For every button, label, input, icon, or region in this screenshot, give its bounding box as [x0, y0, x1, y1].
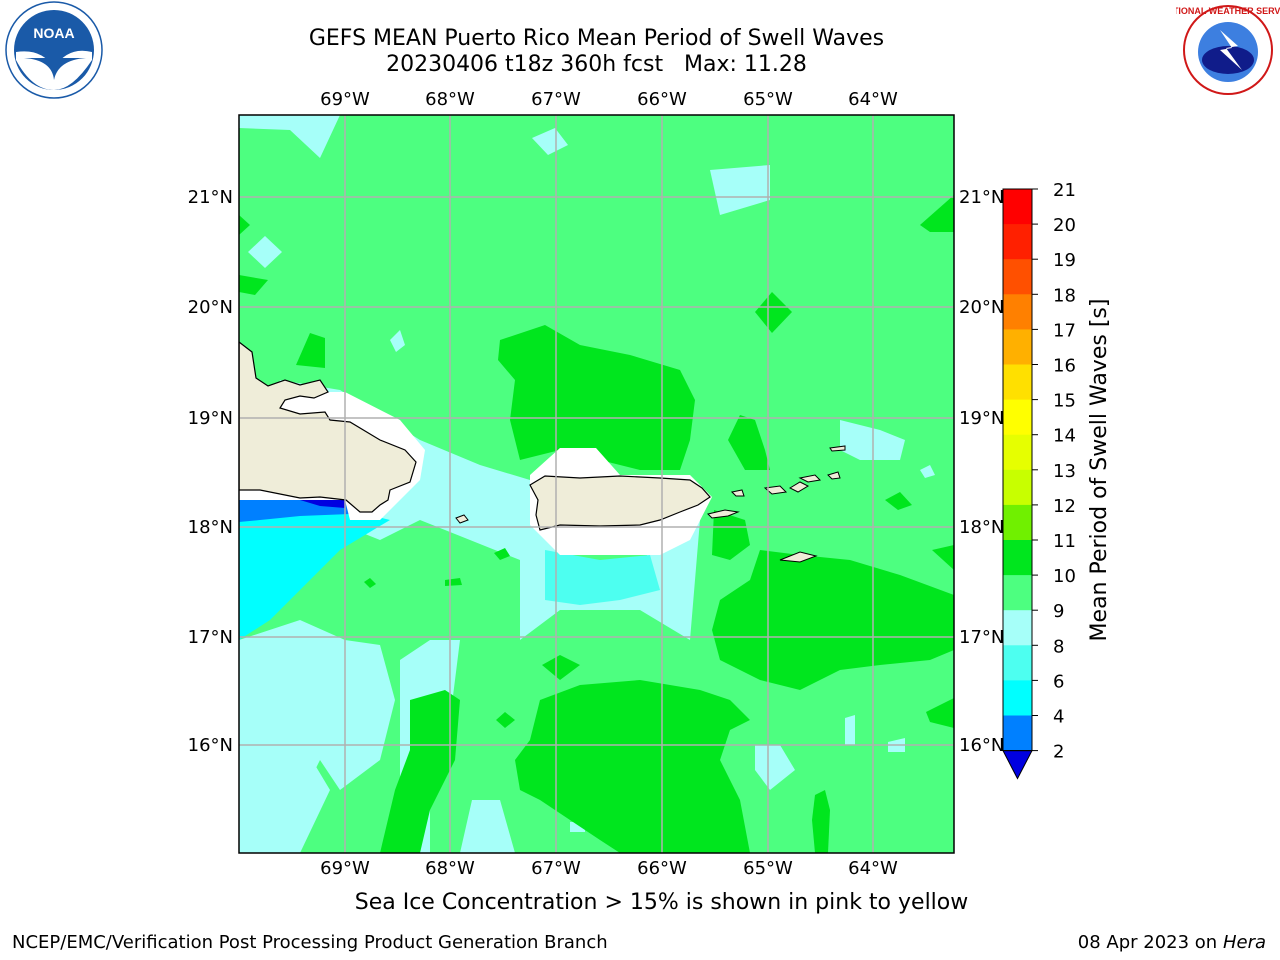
colorbar-tick-label: 13: [1053, 461, 1076, 482]
map-frame: [238, 114, 955, 854]
lat-label-right-20n: 20°N: [959, 297, 1004, 318]
lon-label-top-68w: 68°W: [425, 89, 475, 110]
colorbar-tick-label: 11: [1053, 531, 1076, 552]
colorbar-segment: [1003, 575, 1032, 611]
lat-label-right-16n: 16°N: [959, 735, 1004, 756]
land-hispaniola: [239, 341, 417, 513]
land-mona-island: [455, 514, 469, 524]
colorbar-segment: [1003, 399, 1032, 436]
lon-label-bottom-64w: 64°W: [848, 858, 898, 879]
footer-date: 08 Apr 2023 on Hera: [1078, 932, 1266, 953]
colorbar-tick-label: 2: [1053, 742, 1064, 763]
colorbar-segment: [1003, 189, 1032, 225]
colorbar: 21 20 19 18 17 16 15 14 13 12 11 10 9 8 6 4 2: [1002, 180, 1076, 780]
noaa-logo-icon: NOAA: [5, 1, 103, 99]
colorbar-segment: [1003, 610, 1032, 646]
map-plot-area: [239, 115, 954, 853]
swell-period-10-11-regions: [239, 195, 954, 853]
swell-period-8-9-south-pr: [545, 550, 660, 605]
lon-label-top-67w: 67°W: [531, 89, 581, 110]
colorbar-segment: [1003, 259, 1032, 295]
lat-label-left-20n: 20°N: [188, 297, 233, 318]
sea-ice-note: Sea Ice Concentration > 15% is shown in …: [354, 890, 969, 915]
lat-label-left-17n: 17°N: [188, 627, 233, 648]
lat-label-right-21n: 21°N: [959, 187, 1004, 208]
lon-label-top-69w: 69°W: [320, 89, 370, 110]
colorbar-segment: [1003, 715, 1032, 752]
title-line-1: GEFS MEAN Puerto Rico Mean Period of Swe…: [308, 26, 885, 51]
nws-logo-icon: NATIONAL WEATHER SERVICE: [1176, 5, 1280, 95]
colorbar-tick-label: 9: [1053, 601, 1064, 622]
map-gridlines: [239, 115, 954, 853]
lon-label-bottom-65w: 65°W: [743, 858, 793, 879]
colorbar-segment: [1003, 224, 1032, 260]
lon-label-bottom-69w: 69°W: [320, 858, 370, 879]
colorbar-segment: [1003, 364, 1032, 401]
lat-label-right-19n: 19°N: [959, 408, 1004, 429]
lat-label-right-18n: 18°N: [959, 517, 1004, 538]
colorbar-tick-label: 4: [1053, 707, 1064, 728]
lon-label-top-65w: 65°W: [743, 89, 793, 110]
lon-label-top-64w: 64°W: [848, 89, 898, 110]
colorbar-tick-label: 15: [1053, 391, 1076, 412]
lon-label-bottom-66w: 66°W: [637, 858, 687, 879]
lat-label-right-17n: 17°N: [959, 627, 1004, 648]
colorbar-tick-label: 18: [1053, 285, 1076, 306]
lon-label-bottom-67w: 67°W: [531, 858, 581, 879]
lat-label-left-16n: 16°N: [188, 735, 233, 756]
colorbar-tick-label: 17: [1053, 320, 1076, 341]
colorbar-segment: [1003, 294, 1032, 330]
lon-label-top-66w: 66°W: [637, 89, 687, 110]
colorbar-tick-label: 12: [1053, 496, 1076, 517]
noaa-logo-text: NOAA: [33, 25, 74, 41]
colorbar-segment: [1003, 540, 1032, 576]
colorbar-segment: [1003, 329, 1032, 365]
colorbar-tick-label: 19: [1053, 250, 1076, 271]
colorbar-tick-label: 10: [1053, 566, 1076, 587]
colorbar-tick-label: 21: [1053, 180, 1076, 201]
colorbar-tick-label: 8: [1053, 636, 1064, 657]
colorbar-extend-arrow: [1002, 750, 1033, 780]
colorbar-segment: [1003, 504, 1032, 541]
lat-label-left-21n: 21°N: [188, 187, 233, 208]
footer-date-text: 08 Apr 2023 on: [1077, 932, 1223, 953]
footer-host: Hera: [1222, 932, 1266, 953]
colorbar-tick-label: 6: [1053, 671, 1064, 692]
colorbar-tick-label: 20: [1053, 215, 1076, 236]
swell-period-6-8-region: [239, 510, 390, 640]
title-line-2: 20230406 t18z 360h fcst Max: 11.28: [386, 52, 807, 77]
colorbar-segment: [1003, 434, 1032, 471]
colorbar-segment: [1003, 680, 1032, 716]
colorbar-tick-label: 14: [1053, 426, 1076, 447]
lat-label-left-18n: 18°N: [188, 517, 233, 538]
colorbar-segment: [1003, 645, 1032, 681]
chart-title: GEFS MEAN Puerto Rico Mean Period of Swe…: [240, 26, 953, 78]
footer-credit: NCEP/EMC/Verification Post Processing Pr…: [12, 932, 608, 953]
lat-label-left-19n: 19°N: [188, 408, 233, 429]
colorbar-label: Mean Period of Swell Waves [s]: [1087, 299, 1112, 642]
colorbar-segment: [1003, 469, 1032, 506]
nws-logo-text: NATIONAL WEATHER SERVICE: [1176, 6, 1280, 16]
swell-period-2-4-region: [300, 500, 345, 508]
lon-label-bottom-68w: 68°W: [425, 858, 475, 879]
land-virgin-islands: [707, 445, 846, 563]
colorbar-tick-label: 16: [1053, 356, 1076, 377]
